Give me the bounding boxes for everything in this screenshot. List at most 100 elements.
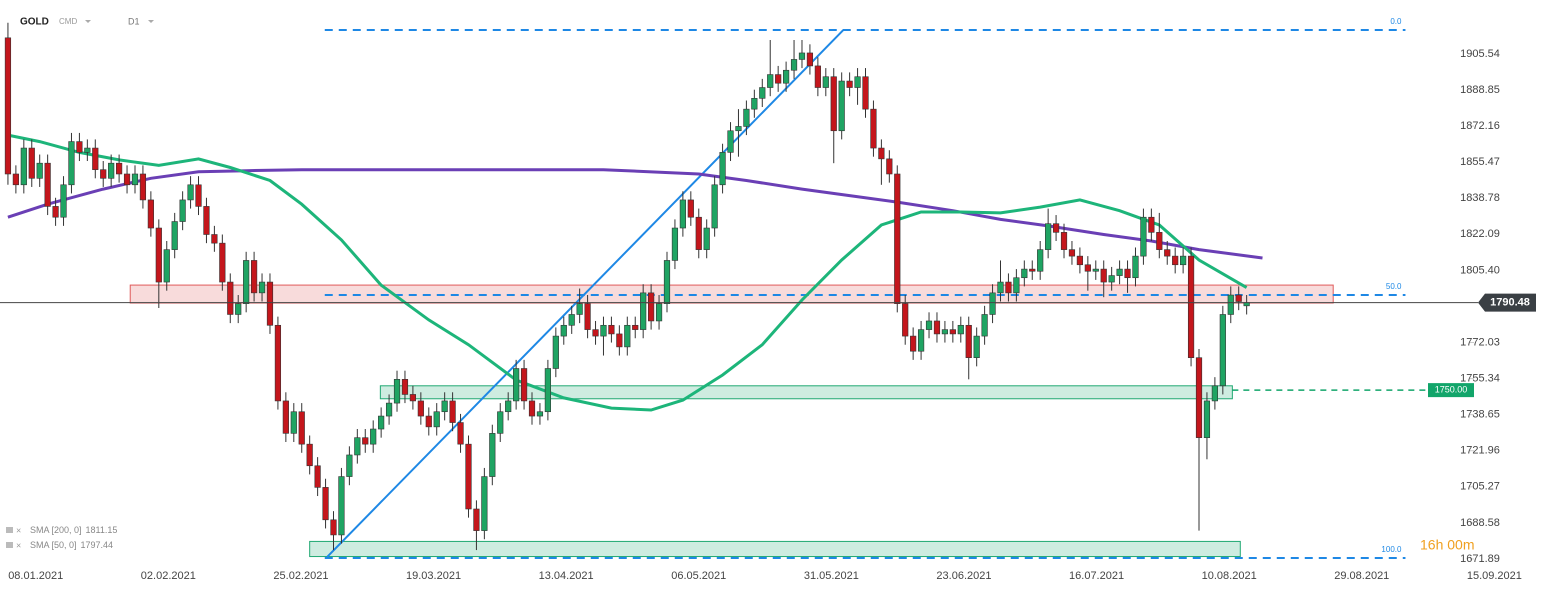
candle-body — [648, 292, 655, 322]
candle-body — [743, 108, 750, 127]
candle-body — [92, 147, 99, 170]
moving-average — [7, 168, 1263, 260]
candle-body — [822, 76, 829, 88]
candle-body — [1092, 268, 1099, 272]
candle-body — [433, 411, 440, 428]
candle-body — [965, 324, 972, 359]
candle-body — [457, 422, 464, 445]
candle-body — [838, 80, 845, 132]
y-tick-label: 1838.78 — [1460, 192, 1500, 204]
candle-body — [957, 324, 964, 335]
y-tick-label: 1822.09 — [1460, 228, 1500, 240]
candle-body — [52, 206, 59, 218]
candle-body — [362, 437, 369, 445]
candle-body — [370, 428, 377, 445]
candle-body — [465, 443, 472, 510]
candle-timer: 16h 00m — [1420, 537, 1474, 553]
moving-average — [7, 133, 1248, 412]
x-tick-label: 31.05.2021 — [804, 570, 859, 582]
candle-body — [719, 152, 726, 186]
candle-body — [640, 292, 647, 330]
candle-body — [1227, 294, 1234, 315]
candle-body — [711, 184, 718, 229]
y-tick-label: 1738.65 — [1460, 409, 1500, 421]
candle-body — [250, 260, 258, 294]
symbol[interactable]: GOLD — [20, 17, 49, 28]
candle-body — [322, 487, 329, 521]
dropdown-icon[interactable] — [148, 20, 154, 23]
candle-body — [266, 281, 274, 326]
candle-body — [4, 37, 12, 175]
candle-body — [1116, 268, 1123, 276]
legend-close: × — [16, 525, 21, 535]
legend-close: × — [16, 540, 21, 550]
candle-body — [600, 324, 607, 337]
candle-body — [108, 162, 115, 179]
candle-body — [1100, 268, 1107, 283]
candle-body — [917, 329, 925, 352]
candle-body — [155, 227, 162, 283]
legend-name: SMA [50, 0] — [30, 540, 77, 550]
legend-value: 1797.44 — [81, 540, 114, 550]
candle-body — [401, 379, 409, 395]
candle-body — [378, 415, 385, 430]
candle-body — [973, 335, 980, 359]
candle-body — [759, 87, 766, 99]
candle-body — [671, 227, 679, 261]
candle-body — [544, 368, 551, 413]
candle-body — [1108, 275, 1115, 283]
candle-body — [727, 130, 734, 153]
candle-body — [28, 147, 35, 179]
candle-body — [100, 169, 107, 179]
y-tick-label: 1671.89 — [1460, 553, 1500, 565]
candle-body — [131, 173, 139, 186]
candle-body — [568, 314, 575, 326]
candle-body — [695, 216, 702, 250]
candle-body — [1211, 385, 1218, 402]
x-tick-label: 25.02.2021 — [273, 570, 328, 582]
candle-body — [36, 162, 43, 179]
candle-body — [846, 80, 853, 88]
candle-body — [830, 76, 837, 132]
timeframe[interactable]: D1 — [128, 16, 140, 26]
x-tick-label: 06.05.2021 — [671, 570, 726, 582]
candle-body — [1052, 223, 1060, 233]
x-tick-label: 19.03.2021 — [406, 570, 461, 582]
candle-body — [243, 260, 250, 304]
candle-body — [441, 400, 448, 413]
candle-body — [528, 400, 536, 417]
legend-entry: SMA [200, 0] 1811.15 — [30, 525, 117, 535]
candle-body — [409, 394, 417, 402]
candle-body — [235, 303, 242, 315]
candle-body — [211, 234, 218, 244]
dropdown-icon[interactable] — [85, 20, 91, 23]
candle-body — [997, 281, 1004, 294]
candle-body — [298, 411, 305, 445]
candle-body — [219, 242, 226, 283]
candle-body — [20, 147, 27, 186]
candle-body — [393, 379, 401, 404]
candle-body — [703, 227, 710, 250]
candle-body — [584, 303, 591, 330]
zone — [309, 540, 1241, 558]
x-tick-label: 02.02.2021 — [141, 570, 196, 582]
candle-body — [187, 184, 194, 201]
candle-body — [346, 454, 353, 477]
candle-body — [902, 303, 909, 337]
candle-body — [354, 437, 361, 456]
candle-body — [608, 324, 615, 335]
candle-body — [1164, 249, 1171, 257]
candle-body — [44, 162, 51, 207]
candle-body — [520, 368, 528, 402]
candle-body — [1068, 249, 1076, 257]
x-tick-label: 08.01.2021 — [8, 570, 63, 582]
fib-label: 100.0 — [1381, 545, 1402, 554]
candle-body — [163, 249, 170, 283]
candle-body — [1045, 223, 1052, 250]
y-tick-label: 1905.54 — [1460, 48, 1500, 60]
candle-body — [989, 292, 996, 315]
candle-body — [1195, 357, 1203, 438]
x-tick-label: 15.09.2021 — [1467, 570, 1522, 582]
candle-body — [282, 400, 289, 434]
candle-body — [258, 281, 266, 294]
